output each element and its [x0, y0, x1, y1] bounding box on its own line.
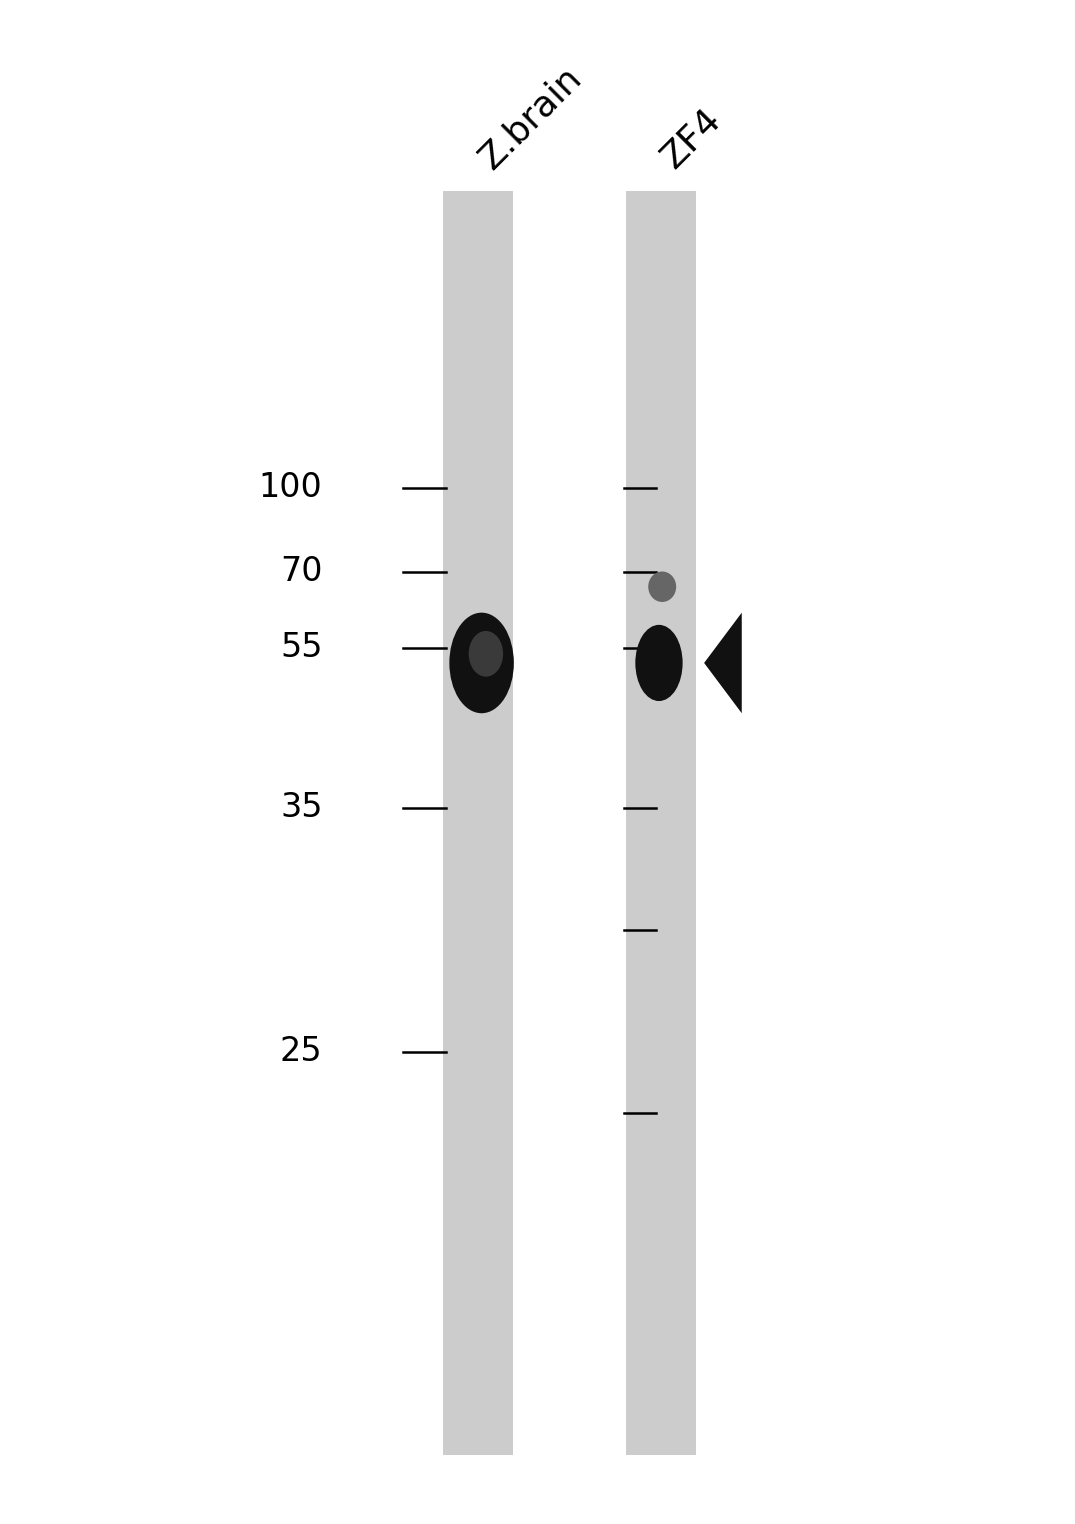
Text: 100: 100	[259, 471, 322, 504]
Bar	[444, 190, 514, 1455]
Text: 35: 35	[280, 791, 322, 824]
Text: 55: 55	[280, 631, 322, 664]
Ellipse shape	[635, 625, 683, 701]
Bar	[626, 190, 697, 1455]
Text: ZF4: ZF4	[656, 102, 728, 175]
Ellipse shape	[469, 631, 503, 677]
Polygon shape	[704, 613, 742, 713]
Ellipse shape	[449, 613, 514, 713]
Text: 25: 25	[280, 1035, 322, 1068]
Ellipse shape	[648, 572, 676, 602]
Text: Z.brain: Z.brain	[473, 59, 588, 175]
Text: 70: 70	[280, 555, 322, 588]
